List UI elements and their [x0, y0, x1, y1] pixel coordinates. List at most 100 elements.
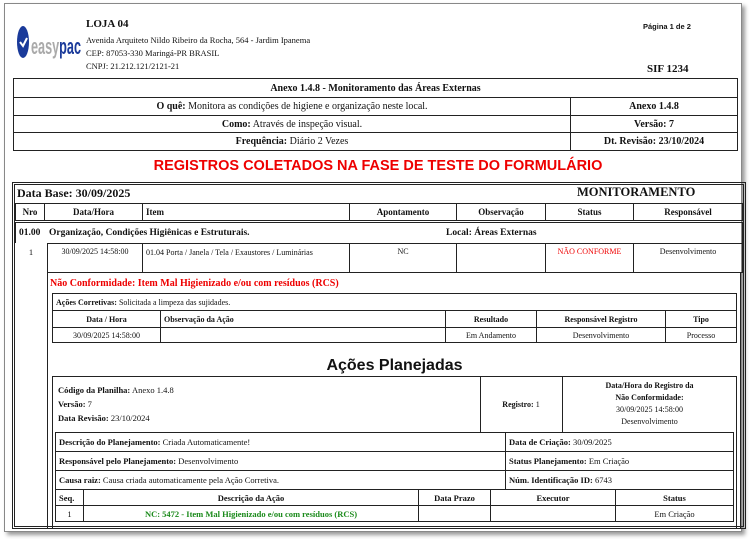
row-status: NÃO CONFORME	[545, 243, 634, 273]
como-label: Como:	[221, 118, 251, 130]
causa-value: Causa criada automaticamente pela Ação C…	[102, 475, 279, 485]
codigo-label: Código da Planilha:	[58, 385, 131, 395]
section-title: MONITORAMENTO	[577, 185, 696, 199]
como-value: Através de inspeção visual.	[252, 118, 363, 130]
registro-label: Registro:	[502, 400, 534, 409]
col-ac-resultado: Resultado	[445, 310, 537, 328]
col-item: Item	[142, 203, 350, 221]
col-ac-responsavel: Responsável Registro	[536, 310, 666, 328]
group-local: Local: Áreas Externas	[446, 228, 537, 238]
col-datahora: Data/Hora	[44, 203, 143, 221]
row-nro: 1	[28, 247, 34, 257]
ac-tipo: Processo	[665, 327, 737, 343]
col-status: Status	[545, 203, 634, 221]
planned-actions-box	[52, 376, 737, 529]
status-label: Status Planejamento:	[509, 456, 587, 466]
nc-register-info: Data/Hora do Registro da Não Conformidad…	[562, 380, 737, 428]
pa-prazo	[418, 505, 491, 522]
acoes-label: Ações Corretivas:	[56, 297, 117, 307]
pa-executor	[490, 505, 616, 522]
row-observacao	[456, 243, 546, 273]
oque-label: O quê:	[156, 101, 186, 112]
col-responsavel: Responsável	[633, 203, 743, 221]
versao: Versão: 7	[634, 118, 674, 130]
page-number: Página 1 de 2	[643, 22, 691, 31]
planning-details-table: Descrição do Planejamento: Criada Automa…	[55, 432, 734, 490]
col-ac-tipo: Tipo	[665, 310, 737, 328]
pa-status: Em Criação	[615, 505, 734, 522]
status-value: Em Criação	[588, 456, 630, 466]
planned-actions-table: Seq. Descrição da Ação Data Prazo Execut…	[55, 489, 734, 522]
pa-descricao: NC: 5472 - Item Mal Higienizado e/ou com…	[83, 505, 419, 522]
ac-resultado: Em Andamento	[445, 327, 537, 343]
planned-action-row[interactable]: 1 NC: 5472 - Item Mal Higienizado e/ou c…	[55, 505, 734, 522]
criacao-label: Data de Criação:	[509, 437, 571, 447]
anexo-code: Anexo 1.4.8	[629, 101, 679, 112]
easypac-logo: easypac	[16, 14, 82, 76]
record-row[interactable]: 30/09/2025 14:58:00 01.04 Porta / Janela…	[47, 243, 743, 273]
records-header: Nro Data/Hora Item Apontamento Observaçã…	[15, 203, 743, 221]
codigo-value: Anexo 1.4.8	[131, 385, 174, 395]
row-responsavel: Desenvolvimento	[633, 243, 743, 273]
resp-value: Desenvolvimento	[178, 456, 239, 466]
group-row: 01.00 Organização, Condições Higiênicas …	[15, 222, 743, 243]
group-name: Organização, Condições Higiênicas e Estr…	[49, 228, 250, 238]
causa-label: Causa raiz:	[59, 475, 101, 485]
company-address: Avenida Arquiteto Nildo Ribeiro da Rocha…	[86, 35, 311, 45]
plan-info: Código da Planilha: Anexo 1.4.8 Versão: …	[58, 383, 174, 425]
form-title: Anexo 1.4.8 - Monitoramento das Áreas Ex…	[270, 82, 481, 94]
dh-label-2: Não Conformidade:	[615, 393, 684, 402]
col-observacao: Observação	[456, 203, 546, 221]
svg-text:easypac: easypac	[31, 34, 81, 59]
col-apontamento: Apontamento	[349, 203, 457, 221]
row-item: 01.04 Porta / Janela / Tela / Exaustores…	[142, 243, 350, 273]
data-base: Data Base: 30/09/2025	[17, 186, 131, 200]
records-box	[12, 182, 746, 529]
col-descricao: Descrição da Ação	[83, 489, 419, 506]
row-datahora: 30/09/2025 14:58:00	[47, 243, 143, 273]
registro-value: 1	[535, 400, 540, 409]
dh-label: Data/Hora do Registro da	[605, 381, 694, 390]
desc-value: Criada Automaticamente!	[162, 437, 251, 447]
id-label: Núm. Identificação ID:	[509, 475, 593, 485]
nc-box	[47, 272, 741, 529]
criacao-value: 30/09/2025	[572, 437, 612, 447]
desc-label: Descrição do Planejamento:	[59, 437, 161, 447]
company-cep: CEP: 87053-330 Maringá-PR BRASIL	[86, 48, 220, 58]
nc-title: Não Conformidade: Item Mal Higienizado e…	[50, 278, 339, 289]
dh-value: 30/09/2025 14:58:00	[616, 405, 683, 414]
revisao-value: 23/10/2024	[110, 413, 150, 423]
planned-actions-title: Ações Planejadas	[326, 357, 463, 374]
col-seq: Seq.	[55, 489, 84, 506]
revisao: Dt. Revisão: 23/10/2024	[603, 136, 705, 147]
dh-responsavel: Desenvolvimento	[621, 417, 678, 426]
divider	[480, 376, 481, 432]
col-ac-datahora: Data / Hora	[52, 310, 161, 328]
divider	[562, 376, 563, 432]
group-code: 01.00	[19, 228, 41, 238]
oque-value: Monitora as condições de higiene e organ…	[188, 101, 428, 112]
acoes-value: Solicitada a limpeza das sujidades.	[118, 297, 231, 307]
freq-value: Diário 2 Vezes	[289, 136, 349, 147]
col-executor: Executor	[490, 489, 616, 506]
registro: Registro: 1	[480, 400, 562, 409]
resp-label: Responsável pelo Planejamento:	[59, 456, 177, 466]
col-nro: Nro	[15, 203, 45, 221]
ac-responsavel: Desenvolvimento	[536, 327, 666, 343]
col-pa-status: Status	[615, 489, 734, 506]
test-phase-banner: REGISTROS COLETADOS NA FASE DE TESTE DO …	[153, 158, 603, 174]
pa-seq: 1	[55, 505, 84, 522]
col-prazo: Data Prazo	[418, 489, 491, 506]
ac-observacao	[160, 327, 446, 343]
sif-code: SIF 1234	[647, 63, 689, 75]
col-ac-observacao: Observação da Ação	[160, 310, 446, 328]
ac-datahora: 30/09/2025 14:58:00	[52, 327, 161, 343]
corrective-actions-table: Ações Corretivas: Solicitada a limpeza d…	[52, 293, 737, 343]
versao-label: Versão:	[58, 399, 86, 409]
row-apontamento: NC	[349, 243, 457, 273]
company-name: LOJA 04	[86, 18, 129, 30]
id-value: 6743	[594, 475, 612, 485]
freq-label: Frequência:	[235, 136, 288, 147]
company-cnpj: CNPJ: 21.212.121/2121-21	[86, 61, 180, 71]
revisao-label: Data Revisão:	[58, 413, 109, 423]
